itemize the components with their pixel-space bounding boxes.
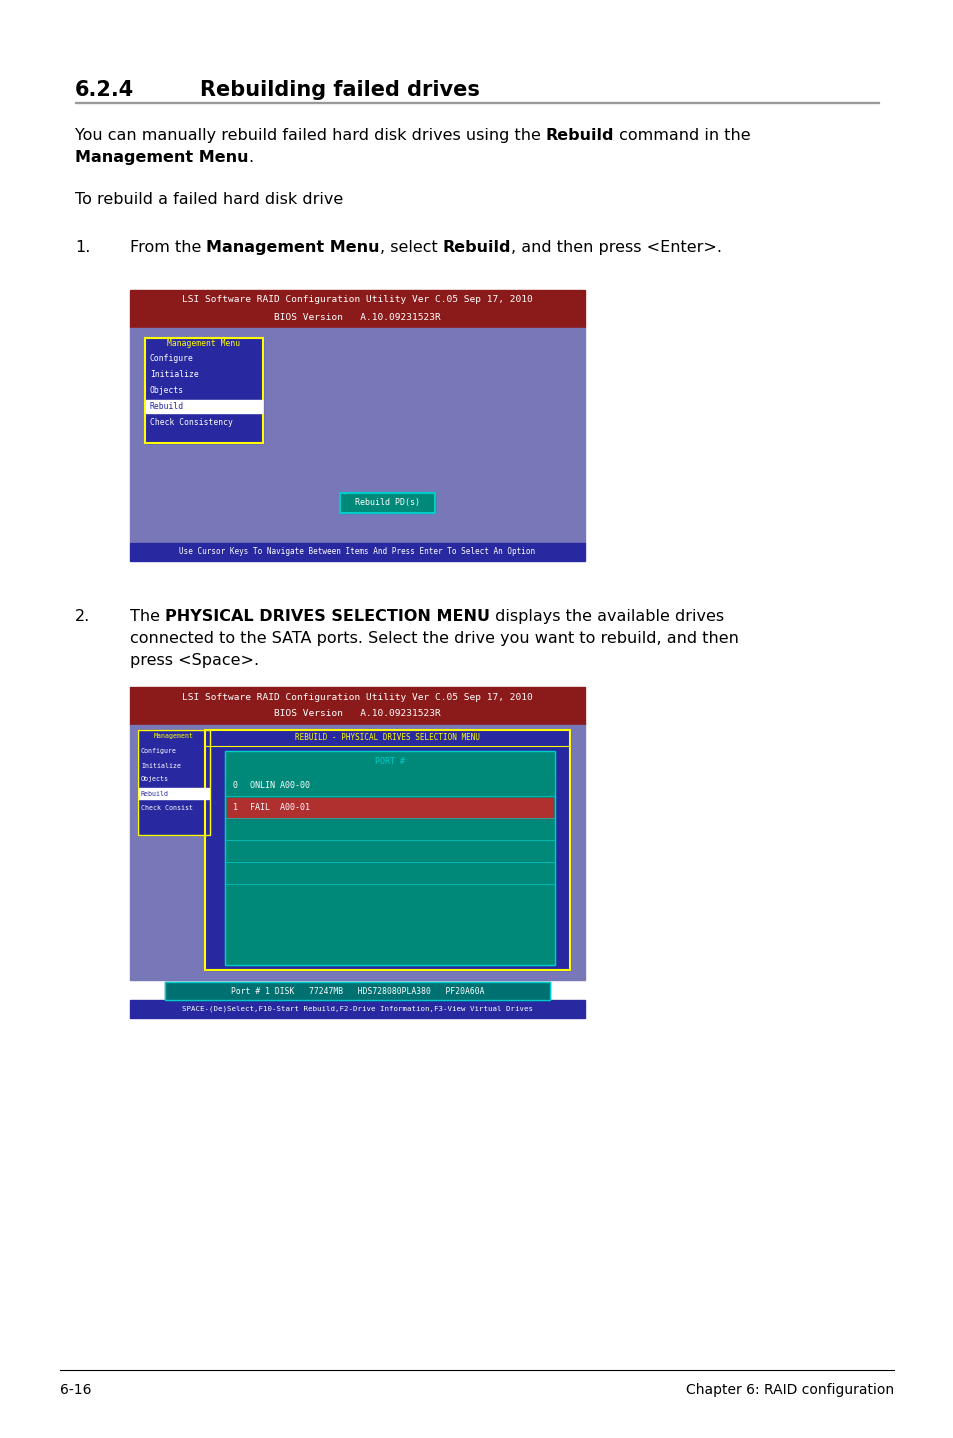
Bar bbox=[139, 788, 209, 800]
Bar bbox=[165, 982, 550, 999]
Text: , select: , select bbox=[379, 240, 442, 255]
Text: Management Menu: Management Menu bbox=[75, 150, 248, 165]
Text: FAIL  A00-01: FAIL A00-01 bbox=[250, 804, 310, 812]
Bar bbox=[227, 777, 553, 797]
Text: Management Menu: Management Menu bbox=[206, 240, 379, 255]
Bar bbox=[205, 731, 569, 971]
Text: ONLIN A00-00: ONLIN A00-00 bbox=[250, 781, 310, 791]
Text: displays the available drives: displays the available drives bbox=[490, 610, 723, 624]
Bar bbox=[130, 687, 584, 725]
Bar bbox=[146, 400, 262, 413]
Text: 6.2.4: 6.2.4 bbox=[75, 81, 134, 101]
Text: LSI Software RAID Configuration Utility Ver C.05 Sep 17, 2010: LSI Software RAID Configuration Utility … bbox=[182, 295, 533, 305]
Text: Chapter 6: RAID configuration: Chapter 6: RAID configuration bbox=[685, 1383, 893, 1396]
Bar bbox=[130, 999, 584, 1018]
Text: Rebuild: Rebuild bbox=[442, 240, 511, 255]
Text: PHYSICAL DRIVES SELECTION MENU: PHYSICAL DRIVES SELECTION MENU bbox=[165, 610, 490, 624]
Bar bbox=[130, 290, 584, 328]
Text: From the: From the bbox=[130, 240, 206, 255]
Text: You can manually rebuild failed hard disk drives using the: You can manually rebuild failed hard dis… bbox=[75, 128, 545, 142]
Bar bbox=[130, 544, 584, 561]
Text: The: The bbox=[130, 610, 165, 624]
Text: Rebuilding failed drives: Rebuilding failed drives bbox=[200, 81, 479, 101]
Bar bbox=[339, 493, 435, 513]
Text: 1.: 1. bbox=[75, 240, 91, 255]
Text: press <Space>.: press <Space>. bbox=[130, 653, 259, 669]
Text: Management: Management bbox=[153, 733, 193, 739]
Text: , and then press <Enter>.: , and then press <Enter>. bbox=[511, 240, 721, 255]
Text: BIOS Version   A.10.09231523R: BIOS Version A.10.09231523R bbox=[274, 709, 440, 719]
Text: To rebuild a failed hard disk drive: To rebuild a failed hard disk drive bbox=[75, 193, 343, 207]
Bar bbox=[138, 731, 210, 835]
Text: 1: 1 bbox=[233, 804, 237, 812]
Text: SPACE-(De)Select,F10-Start Rebuild,F2-Drive Information,F3-View Virtual Drives: SPACE-(De)Select,F10-Start Rebuild,F2-Dr… bbox=[182, 1005, 533, 1012]
Bar bbox=[145, 338, 263, 443]
Text: Initialize: Initialize bbox=[150, 370, 198, 380]
Text: BIOS Version   A.10.09231523R: BIOS Version A.10.09231523R bbox=[274, 312, 440, 322]
Text: connected to the SATA ports. Select the drive you want to rebuild, and then: connected to the SATA ports. Select the … bbox=[130, 631, 739, 646]
Text: Configure: Configure bbox=[141, 749, 177, 755]
Text: Objects: Objects bbox=[150, 385, 184, 395]
Text: Rebuild: Rebuild bbox=[150, 403, 184, 411]
Text: Check Consistency: Check Consistency bbox=[150, 418, 233, 427]
Text: Use Cursor Keys To Navigate Between Items And Press Enter To Select An Option: Use Cursor Keys To Navigate Between Item… bbox=[179, 548, 535, 557]
Bar bbox=[130, 328, 584, 544]
Text: Management Menu: Management Menu bbox=[168, 338, 240, 348]
Text: LSI Software RAID Configuration Utility Ver C.05 Sep 17, 2010: LSI Software RAID Configuration Utility … bbox=[182, 693, 533, 702]
Text: 6-16: 6-16 bbox=[60, 1383, 91, 1396]
Bar bbox=[227, 798, 553, 818]
Text: Port # 1 DISK   77247MB   HDS728080PLA380   PF20A60A: Port # 1 DISK 77247MB HDS728080PLA380 PF… bbox=[231, 986, 484, 995]
Text: .: . bbox=[248, 150, 253, 165]
Bar bbox=[145, 338, 263, 443]
Text: Objects: Objects bbox=[141, 777, 169, 782]
Bar bbox=[165, 982, 550, 999]
Bar bbox=[339, 493, 435, 513]
Text: PORT #: PORT # bbox=[375, 756, 405, 765]
Text: command in the: command in the bbox=[614, 128, 750, 142]
Text: Rebuild PD(s): Rebuild PD(s) bbox=[355, 499, 419, 508]
Bar bbox=[205, 731, 569, 971]
Text: REBUILD - PHYSICAL DRIVES SELECTION MENU: REBUILD - PHYSICAL DRIVES SELECTION MENU bbox=[294, 733, 479, 742]
Text: Configure: Configure bbox=[150, 354, 193, 362]
Text: Check Consist: Check Consist bbox=[141, 804, 193, 811]
Bar bbox=[225, 751, 555, 965]
Text: 0: 0 bbox=[233, 781, 237, 791]
Text: 2.: 2. bbox=[75, 610, 91, 624]
Bar bbox=[225, 751, 555, 965]
Text: Initialize: Initialize bbox=[141, 762, 181, 768]
Bar bbox=[138, 731, 210, 835]
Text: Rebuild: Rebuild bbox=[141, 791, 169, 797]
Bar bbox=[130, 725, 584, 981]
Text: Rebuild: Rebuild bbox=[545, 128, 614, 142]
